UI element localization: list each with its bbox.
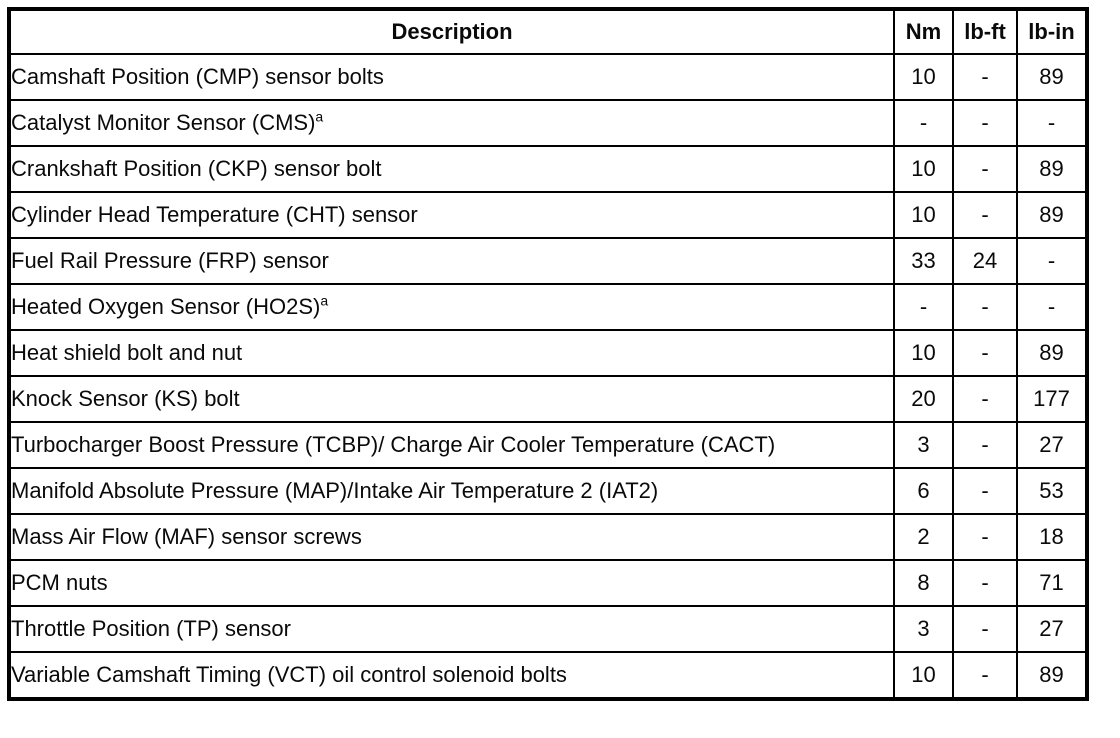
cell-nm: 20 — [893, 375, 954, 423]
cell-description: Knock Sensor (KS) bolt — [8, 375, 895, 423]
col-header-nm: Nm — [893, 8, 954, 55]
cell-lb-in: 89 — [1016, 651, 1088, 700]
col-header-description: Description — [8, 8, 895, 55]
cell-nm: 10 — [893, 191, 954, 239]
cell-lb-in: 89 — [1016, 191, 1088, 239]
cell-nm: 10 — [893, 145, 954, 193]
cell-lb-in: 89 — [1016, 53, 1088, 101]
cell-description: Heat shield bolt and nut — [8, 329, 895, 377]
cell-description: Camshaft Position (CMP) sensor bolts — [8, 53, 895, 101]
cell-lb-in: 89 — [1016, 329, 1088, 377]
cell-nm: 10 — [893, 53, 954, 101]
cell-nm: - — [893, 99, 954, 147]
cell-lb-in: 18 — [1016, 513, 1088, 561]
cell-lb-ft: - — [952, 375, 1018, 423]
cell-lb-in: 177 — [1016, 375, 1088, 423]
cell-nm: 2 — [893, 513, 954, 561]
table-row: Manifold Absolute Pressure (MAP)/Intake … — [8, 467, 1088, 515]
cell-description: Heated Oxygen Sensor (HO2S)a — [8, 283, 895, 331]
cell-lb-ft: - — [952, 467, 1018, 515]
cell-description: Fuel Rail Pressure (FRP) sensor — [8, 237, 895, 285]
torque-spec-table: Description Nm lb-ft lb-in Camshaft Posi… — [7, 7, 1089, 701]
table-row: PCM nuts 8-71 — [8, 559, 1088, 607]
cell-description: Crankshaft Position (CKP) sensor bolt — [8, 145, 895, 193]
cell-lb-ft: - — [952, 145, 1018, 193]
col-header-lb-in: lb-in — [1016, 8, 1088, 55]
cell-lb-ft: 24 — [952, 237, 1018, 285]
table-row: Heated Oxygen Sensor (HO2S)a - - - — [8, 283, 1088, 331]
table-row: Variable Camshaft Timing (VCT) oil contr… — [8, 651, 1088, 700]
cell-description: Turbocharger Boost Pressure (TCBP)/ Char… — [8, 421, 895, 469]
cell-lb-ft: - — [952, 605, 1018, 653]
footnote-marker: a — [320, 292, 329, 309]
table-row: Mass Air Flow (MAF) sensor screws 2-18 — [8, 513, 1088, 561]
cell-description: Manifold Absolute Pressure (MAP)/Intake … — [8, 467, 895, 515]
table-row: Knock Sensor (KS) bolt 20-177 — [8, 375, 1088, 423]
cell-nm: 3 — [893, 421, 954, 469]
cell-nm: 10 — [893, 651, 954, 700]
cell-description: Mass Air Flow (MAF) sensor screws — [8, 513, 895, 561]
cell-lb-ft: - — [952, 191, 1018, 239]
cell-lb-ft: - — [952, 283, 1018, 331]
col-header-lb-ft: lb-ft — [952, 8, 1018, 55]
cell-lb-in: - — [1016, 99, 1088, 147]
cell-lb-in: 27 — [1016, 605, 1088, 653]
table-body: Camshaft Position (CMP) sensor bolts 10-8… — [8, 53, 1088, 700]
table-row: Throttle Position (TP) sensor 3-27 — [8, 605, 1088, 653]
cell-lb-in: - — [1016, 237, 1088, 285]
table-row: Camshaft Position (CMP) sensor bolts 10-8… — [8, 53, 1088, 101]
cell-lb-in: 89 — [1016, 145, 1088, 193]
cell-description: Catalyst Monitor Sensor (CMS)a — [8, 99, 895, 147]
cell-lb-ft: - — [952, 99, 1018, 147]
cell-lb-in: 71 — [1016, 559, 1088, 607]
cell-lb-ft: - — [952, 329, 1018, 377]
table-row: Catalyst Monitor Sensor (CMS)a - - - — [8, 99, 1088, 147]
cell-nm: 3 — [893, 605, 954, 653]
table-row: Heat shield bolt and nut 10-89 — [8, 329, 1088, 377]
cell-nm: 33 — [893, 237, 954, 285]
cell-lb-ft: - — [952, 421, 1018, 469]
table-row: Cylinder Head Temperature (CHT) sensor 10… — [8, 191, 1088, 239]
table-row: Turbocharger Boost Pressure (TCBP)/ Char… — [8, 421, 1088, 469]
cell-lb-ft: - — [952, 651, 1018, 700]
table-row: Crankshaft Position (CKP) sensor bolt 10-… — [8, 145, 1088, 193]
cell-nm: 8 — [893, 559, 954, 607]
cell-nm: - — [893, 283, 954, 331]
table-row: Fuel Rail Pressure (FRP) sensor 33 24- — [8, 237, 1088, 285]
cell-lb-ft: - — [952, 559, 1018, 607]
cell-description: Variable Camshaft Timing (VCT) oil contr… — [8, 651, 895, 700]
cell-nm: 10 — [893, 329, 954, 377]
cell-lb-in: 53 — [1016, 467, 1088, 515]
footnote-marker: a — [315, 108, 324, 125]
cell-lb-in: 27 — [1016, 421, 1088, 469]
cell-lb-ft: - — [952, 513, 1018, 561]
cell-description: Throttle Position (TP) sensor — [8, 605, 895, 653]
cell-description: PCM nuts — [8, 559, 895, 607]
cell-description: Cylinder Head Temperature (CHT) sensor — [8, 191, 895, 239]
cell-lb-ft: - — [952, 53, 1018, 101]
cell-lb-in: - — [1016, 283, 1088, 331]
cell-nm: 6 — [893, 467, 954, 515]
table-header-row: Description Nm lb-ft lb-in — [8, 8, 1088, 55]
